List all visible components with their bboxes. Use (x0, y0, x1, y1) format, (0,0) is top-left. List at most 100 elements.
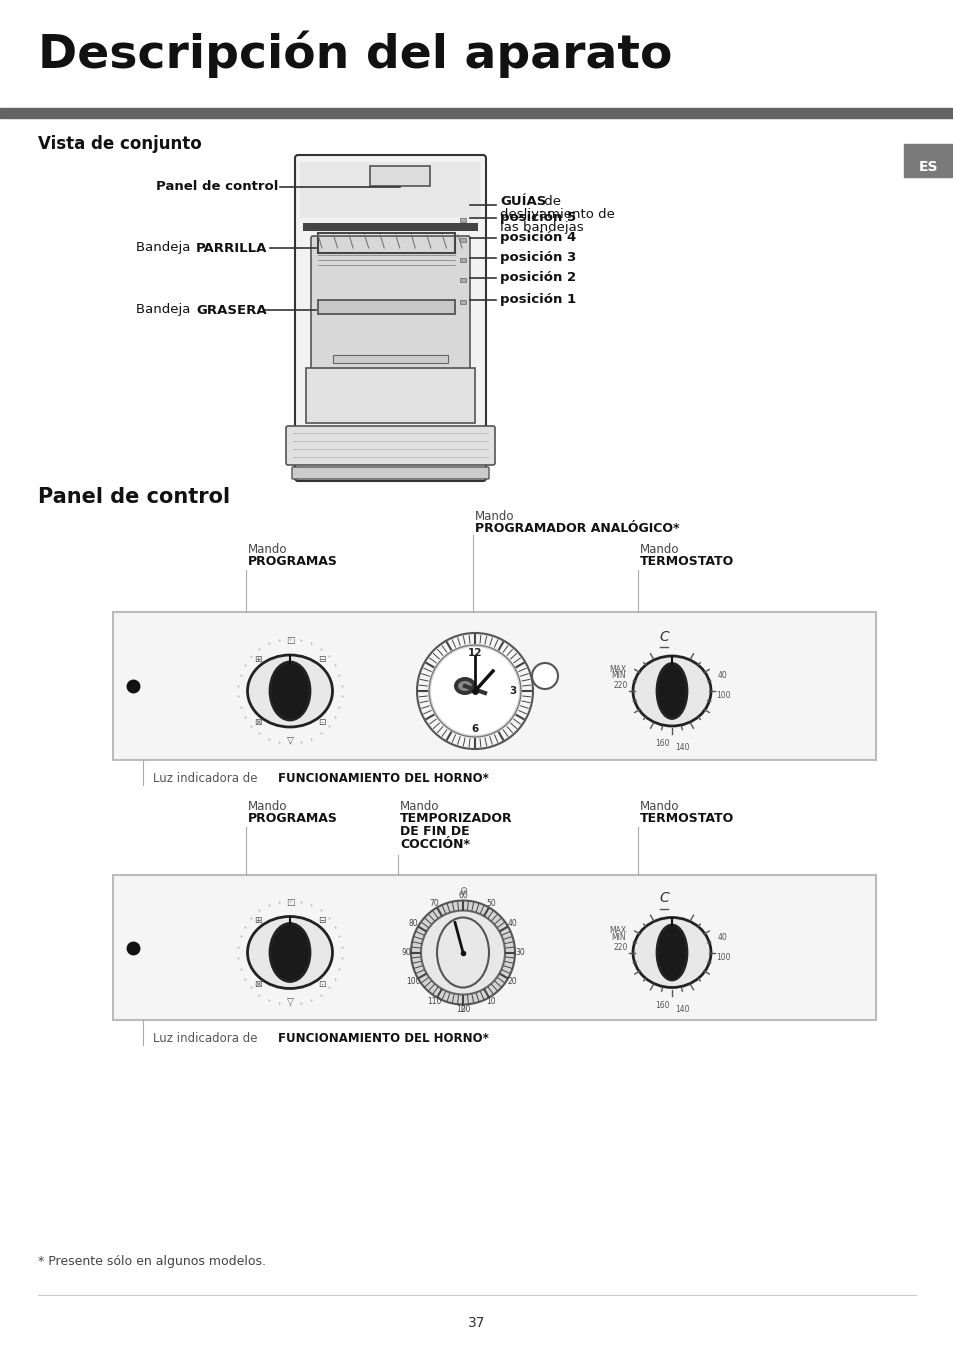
Text: TEMPORIZADOR: TEMPORIZADOR (399, 812, 512, 825)
Text: 6: 6 (471, 724, 478, 734)
Circle shape (431, 647, 518, 735)
Bar (0, 108, 953, 118)
Bar (303, 223, 477, 231)
Text: desliyamiento de: desliyamiento de (499, 208, 615, 222)
Text: 60: 60 (457, 892, 467, 900)
Text: Mando: Mando (248, 543, 287, 557)
FancyBboxPatch shape (286, 426, 495, 465)
Text: ▽: ▽ (286, 736, 294, 746)
Text: Panel de control: Panel de control (38, 486, 230, 507)
Bar (112, 875, 875, 1020)
Bar (459, 218, 465, 222)
Text: 37: 37 (468, 1316, 485, 1329)
Text: MAX: MAX (608, 925, 625, 935)
Text: 220: 220 (613, 681, 627, 690)
Circle shape (532, 663, 558, 689)
Text: Mando: Mando (248, 800, 287, 813)
Text: ⊠: ⊠ (254, 719, 262, 727)
Text: □: □ (286, 636, 294, 646)
Text: 40: 40 (718, 671, 727, 681)
Ellipse shape (436, 917, 489, 988)
Text: 100: 100 (406, 977, 420, 985)
Text: Luz indicadora de: Luz indicadora de (152, 771, 261, 785)
Bar (459, 278, 465, 282)
Text: 3: 3 (509, 686, 517, 696)
Text: 120: 120 (456, 1005, 470, 1015)
Text: 80: 80 (409, 920, 418, 928)
Bar (459, 238, 465, 242)
Text: Vista de conjunto: Vista de conjunto (38, 135, 201, 153)
Ellipse shape (270, 924, 310, 981)
Text: 40: 40 (507, 920, 517, 928)
Text: * Presente sólo en algunos modelos.: * Presente sólo en algunos modelos. (38, 1255, 266, 1269)
Circle shape (411, 901, 515, 1005)
Text: Luz indicadora de: Luz indicadora de (152, 1032, 261, 1044)
Ellipse shape (457, 681, 472, 690)
Text: Panel de control: Panel de control (155, 181, 277, 193)
Ellipse shape (247, 655, 333, 727)
Text: las bandejas: las bandejas (499, 222, 583, 234)
Text: posición 3: posición 3 (499, 251, 576, 265)
Text: Mando: Mando (639, 800, 679, 813)
Text: posición 1: posición 1 (499, 293, 576, 307)
Text: □: □ (286, 898, 294, 907)
Text: MIN: MIN (611, 934, 625, 942)
Bar (370, 166, 430, 186)
Text: 40: 40 (718, 934, 727, 942)
Ellipse shape (657, 663, 686, 719)
FancyBboxPatch shape (294, 155, 485, 481)
Text: posición 2: posición 2 (499, 272, 576, 285)
Text: Mando: Mando (475, 509, 514, 523)
Text: MAX: MAX (608, 665, 625, 674)
Text: Mando: Mando (399, 800, 439, 813)
Text: 10: 10 (486, 997, 496, 1006)
Text: ⊙: ⊙ (458, 885, 467, 896)
Text: FUNCIONAMIENTO DEL HORNO*: FUNCIONAMIENTO DEL HORNO* (277, 771, 488, 785)
Ellipse shape (454, 677, 476, 694)
Bar (306, 367, 475, 423)
Text: 100: 100 (716, 952, 730, 962)
Bar (317, 232, 455, 253)
Text: 20: 20 (507, 977, 517, 985)
Text: DE FIN DE: DE FIN DE (399, 825, 469, 838)
Bar (903, 145, 953, 177)
Text: C: C (659, 630, 668, 644)
Circle shape (429, 644, 520, 738)
Text: ⊞: ⊞ (254, 916, 262, 925)
Text: PROGRAMAS: PROGRAMAS (248, 812, 337, 825)
Text: 90: 90 (400, 948, 411, 957)
Text: 110: 110 (427, 997, 441, 1006)
Text: posición 5: posición 5 (499, 212, 576, 224)
Text: MIN: MIN (611, 671, 625, 681)
Text: 100: 100 (716, 692, 730, 701)
Text: C: C (659, 892, 668, 905)
Bar (317, 300, 455, 313)
Text: FUNCIONAMIENTO DEL HORNO*: FUNCIONAMIENTO DEL HORNO* (277, 1032, 488, 1044)
Text: PROGRAMAS: PROGRAMAS (248, 555, 337, 567)
Text: ⊞: ⊞ (254, 655, 262, 663)
Bar (459, 258, 465, 262)
Text: 50: 50 (486, 898, 496, 908)
Text: 0: 0 (460, 1005, 465, 1015)
Text: 220: 220 (613, 943, 627, 952)
Text: 12: 12 (467, 648, 482, 658)
Text: ⊟: ⊟ (317, 916, 325, 925)
Ellipse shape (270, 662, 310, 720)
Text: 140: 140 (674, 743, 688, 753)
Text: 160: 160 (654, 739, 669, 748)
Text: TERMOSTATO: TERMOSTATO (639, 555, 734, 567)
Text: 140: 140 (674, 1005, 688, 1013)
Bar (112, 612, 875, 761)
Circle shape (420, 911, 504, 994)
Ellipse shape (657, 925, 686, 979)
Text: 70: 70 (429, 898, 439, 908)
Text: ▽: ▽ (286, 998, 294, 1006)
FancyBboxPatch shape (292, 467, 489, 480)
Text: PROGRAMADOR ANALÓGICO*: PROGRAMADOR ANALÓGICO* (475, 521, 679, 535)
FancyBboxPatch shape (311, 236, 470, 370)
Ellipse shape (633, 917, 710, 988)
Text: 160: 160 (654, 1001, 669, 1009)
Text: de: de (539, 195, 560, 208)
Ellipse shape (247, 916, 333, 989)
Text: Bandeja: Bandeja (136, 304, 194, 316)
